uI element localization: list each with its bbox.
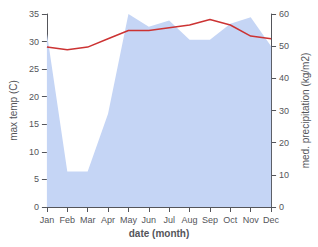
svg-text:15: 15: [29, 119, 39, 129]
svg-text:25: 25: [29, 64, 39, 74]
svg-text:30: 30: [279, 106, 289, 116]
svg-text:Jul: Jul: [163, 215, 175, 225]
svg-text:Sep: Sep: [202, 215, 218, 225]
svg-text:20: 20: [29, 92, 39, 102]
svg-text:35: 35: [29, 9, 39, 19]
svg-text:date (month): date (month): [129, 228, 190, 239]
svg-text:5: 5: [34, 174, 39, 184]
svg-text:60: 60: [279, 9, 289, 19]
svg-text:20: 20: [279, 138, 289, 148]
svg-text:0: 0: [279, 202, 284, 212]
svg-text:med. precipitation (kg/m2): med. precipitation (kg/m2): [300, 53, 311, 169]
svg-text:max temp (C): max temp (C): [8, 80, 19, 141]
svg-text:Apr: Apr: [101, 215, 115, 225]
svg-text:50: 50: [279, 41, 289, 51]
svg-text:Jun: Jun: [142, 215, 157, 225]
svg-text:Oct: Oct: [223, 215, 238, 225]
svg-text:Mar: Mar: [80, 215, 96, 225]
svg-text:Aug: Aug: [182, 215, 198, 225]
svg-text:10: 10: [29, 147, 39, 157]
svg-text:Feb: Feb: [60, 215, 76, 225]
svg-text:Nov: Nov: [243, 215, 260, 225]
svg-text:Jan: Jan: [40, 215, 55, 225]
svg-text:40: 40: [279, 73, 289, 83]
svg-text:30: 30: [29, 37, 39, 47]
svg-text:0: 0: [34, 202, 39, 212]
svg-text:May: May: [120, 215, 138, 225]
svg-text:10: 10: [279, 170, 289, 180]
svg-text:Dec: Dec: [263, 215, 280, 225]
